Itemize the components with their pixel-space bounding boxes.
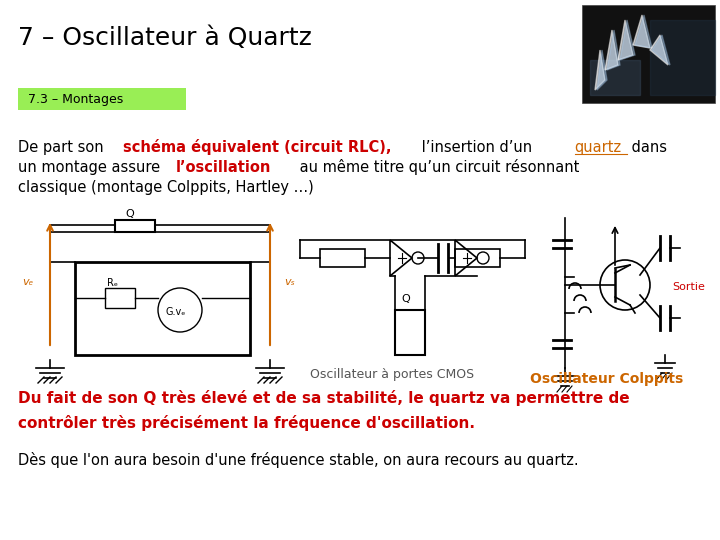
- Text: Sortie: Sortie: [672, 282, 705, 292]
- Text: schéma équivalent (circuit RLC),: schéma équivalent (circuit RLC),: [123, 139, 392, 155]
- Text: G.vₑ: G.vₑ: [166, 307, 186, 317]
- Text: Oscillateur à portes CMOS: Oscillateur à portes CMOS: [310, 368, 474, 381]
- Text: au même titre qu’un circuit résonnant: au même titre qu’un circuit résonnant: [295, 159, 580, 175]
- Text: Oscillateur Colppits: Oscillateur Colppits: [530, 372, 683, 386]
- Bar: [320, 249, 365, 267]
- Text: vₛ: vₛ: [284, 277, 295, 287]
- Text: vₑ: vₑ: [22, 277, 34, 287]
- Text: contrôler très précisément la fréquence d'oscillation.: contrôler très précisément la fréquence …: [18, 415, 475, 431]
- Bar: [115, 220, 155, 232]
- Text: Dès que l'on aura besoin d'une fréquence stable, on aura recours au quartz.: Dès que l'on aura besoin d'une fréquence…: [18, 452, 579, 468]
- Text: Q: Q: [125, 209, 135, 219]
- Polygon shape: [620, 20, 635, 60]
- Polygon shape: [633, 15, 650, 48]
- Polygon shape: [652, 35, 670, 65]
- Text: De part son: De part son: [18, 140, 108, 155]
- Polygon shape: [590, 60, 640, 95]
- Text: l’insertion d’un: l’insertion d’un: [417, 140, 536, 155]
- Polygon shape: [607, 30, 620, 70]
- Text: un montage assure: un montage assure: [18, 160, 165, 175]
- Polygon shape: [650, 20, 715, 95]
- Polygon shape: [595, 50, 605, 90]
- Text: classique (montage Colppits, Hartley …): classique (montage Colppits, Hartley …): [18, 180, 314, 195]
- Bar: [395, 310, 425, 355]
- Bar: [75, 262, 250, 355]
- Text: Du fait de son Q très élevé et de sa stabilité, le quartz va permettre de: Du fait de son Q très élevé et de sa sta…: [18, 390, 629, 406]
- Text: l’oscillation: l’oscillation: [176, 160, 271, 175]
- Polygon shape: [635, 15, 652, 48]
- Polygon shape: [618, 20, 633, 60]
- FancyBboxPatch shape: [18, 88, 186, 110]
- Text: quartz: quartz: [575, 140, 621, 155]
- Polygon shape: [597, 50, 607, 90]
- Bar: [455, 249, 500, 267]
- Text: Q: Q: [401, 294, 410, 304]
- Bar: [582, 5, 715, 103]
- Bar: [105, 288, 135, 308]
- Polygon shape: [650, 35, 668, 65]
- Text: Rₑ: Rₑ: [107, 278, 118, 288]
- Text: 7.3 – Montages: 7.3 – Montages: [28, 92, 123, 105]
- Text: 7 – Oscillateur à Quartz: 7 – Oscillateur à Quartz: [18, 26, 312, 50]
- Polygon shape: [605, 30, 618, 70]
- Text: dans: dans: [627, 140, 667, 155]
